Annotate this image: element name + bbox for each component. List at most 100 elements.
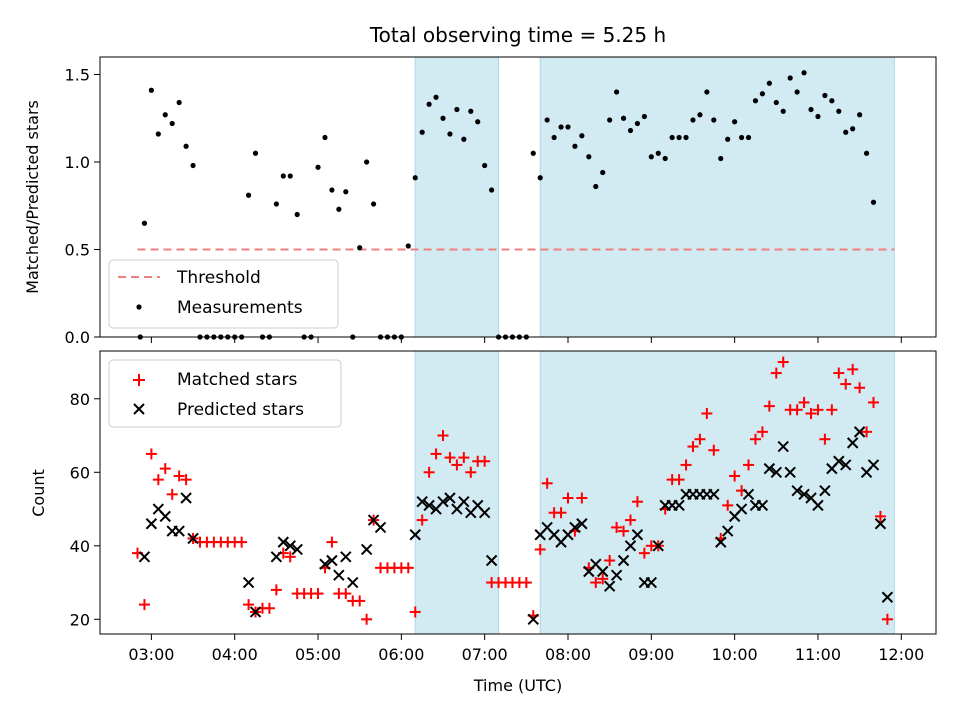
measurement-point [190, 162, 196, 169]
xtick-label: 11:00 [795, 645, 841, 664]
measurement-point [405, 243, 411, 249]
measurement-point [697, 112, 703, 118]
matched-star-point [236, 536, 248, 548]
matched-star-point [743, 459, 755, 471]
predicted-star-point [437, 495, 449, 508]
predicted-star-point [652, 540, 664, 552]
predicted-star-point [416, 495, 428, 508]
measurement-point [572, 143, 578, 149]
matched-star-point [777, 356, 789, 368]
matched-star-point [243, 599, 255, 611]
predicted-star-point [242, 576, 255, 589]
predicted-star-point [812, 499, 824, 512]
matched-star-point [604, 554, 616, 566]
measurement-point [169, 120, 175, 127]
measurement-point [280, 173, 286, 179]
xtick-label: 06:00 [378, 645, 424, 664]
legend-threshold-label: Threshold [176, 268, 261, 288]
matched-star-point [166, 488, 178, 500]
predicted-star-point [617, 554, 630, 567]
top-y-axis-label: Matched/Predicted stars [23, 100, 42, 294]
measurement-point [433, 94, 439, 100]
measurement-point [176, 99, 182, 106]
measurement-point [183, 143, 189, 149]
measurement-point [627, 127, 634, 134]
matched-star-point [444, 452, 456, 464]
bottom-ytick-label: 80 [70, 390, 90, 409]
top-ytick-label: 0.0 [65, 328, 90, 347]
measurement-point [759, 91, 766, 97]
measurement-point [273, 201, 279, 207]
measurement-point [586, 154, 592, 160]
xtick-label: 03:00 [128, 645, 174, 664]
predicted-star-point [645, 576, 658, 589]
measurement-point [593, 183, 599, 190]
measurement-point [822, 92, 828, 99]
matched-star-point [597, 573, 609, 585]
measurement-point [780, 108, 786, 114]
measurement-point [245, 192, 252, 198]
measurement-point [537, 175, 543, 181]
measurement-point [870, 199, 877, 205]
matched-star-point [159, 463, 171, 475]
matched-star-point [847, 363, 859, 375]
matched-star-point [763, 400, 775, 412]
predicted-star-point [277, 536, 290, 548]
predicted-star-point [527, 613, 539, 626]
matched-star-point [798, 396, 810, 408]
matched-star-point [840, 378, 852, 390]
predicted-star-point [624, 540, 637, 552]
bottom-y-axis-ticks: 20 40 60 80 [70, 390, 100, 629]
shaded-window-2 [539, 56, 895, 338]
measurement-point [141, 220, 148, 226]
predicted-star-point [715, 536, 727, 548]
matched-star-point [145, 448, 157, 460]
predicted-star-point [138, 551, 151, 563]
measurement-point [801, 70, 807, 76]
measurement-point [794, 89, 800, 95]
bottom-y-axis-label: Count [29, 469, 48, 517]
matched-star-point [833, 367, 845, 379]
matched-star-point [284, 551, 296, 563]
measurement-point [718, 155, 724, 162]
measurement-point [370, 201, 377, 207]
measurement-point [843, 129, 849, 135]
matched-star-point [680, 459, 692, 471]
matched-star-point [437, 430, 449, 442]
predicted-star-point [840, 459, 852, 471]
predicted-star-point [756, 499, 769, 512]
top-legend: Threshold Measurements [108, 259, 339, 329]
measurement-point [634, 120, 641, 127]
predicted-star-point [770, 466, 783, 478]
matched-star-point [673, 474, 685, 486]
legend-measurements-swatch [136, 304, 142, 310]
measurement-point [683, 134, 689, 141]
matched-star-point [326, 536, 338, 548]
matched-star-point [479, 455, 491, 467]
measurement-point [738, 134, 745, 141]
predicted-star-point [673, 499, 685, 512]
measurement-point [836, 108, 842, 114]
matched-star-point [874, 510, 886, 522]
measurement-point [412, 175, 418, 181]
measurement-point [600, 169, 606, 176]
measurement-point [752, 98, 759, 104]
top-ytick-label: 1.0 [65, 153, 90, 172]
measurement-point [162, 112, 168, 118]
measurement-point [766, 80, 772, 86]
matched-star-point [152, 474, 164, 486]
measurement-point [426, 101, 432, 107]
chart-title: Total observing time = 5.25 h [369, 23, 666, 47]
predicted-star-point [597, 565, 609, 578]
matched-star-point [576, 492, 588, 504]
matched-star-point [611, 521, 623, 533]
matched-star-point [458, 452, 470, 464]
measurement-point [447, 131, 453, 137]
predicted-star-point [270, 551, 283, 563]
measurement-point [315, 164, 321, 170]
matched-star-point [263, 602, 275, 614]
matched-star-point [805, 407, 817, 419]
matched-star-point [340, 588, 352, 600]
matched-star-point [749, 433, 761, 445]
measurement-point [148, 87, 154, 93]
